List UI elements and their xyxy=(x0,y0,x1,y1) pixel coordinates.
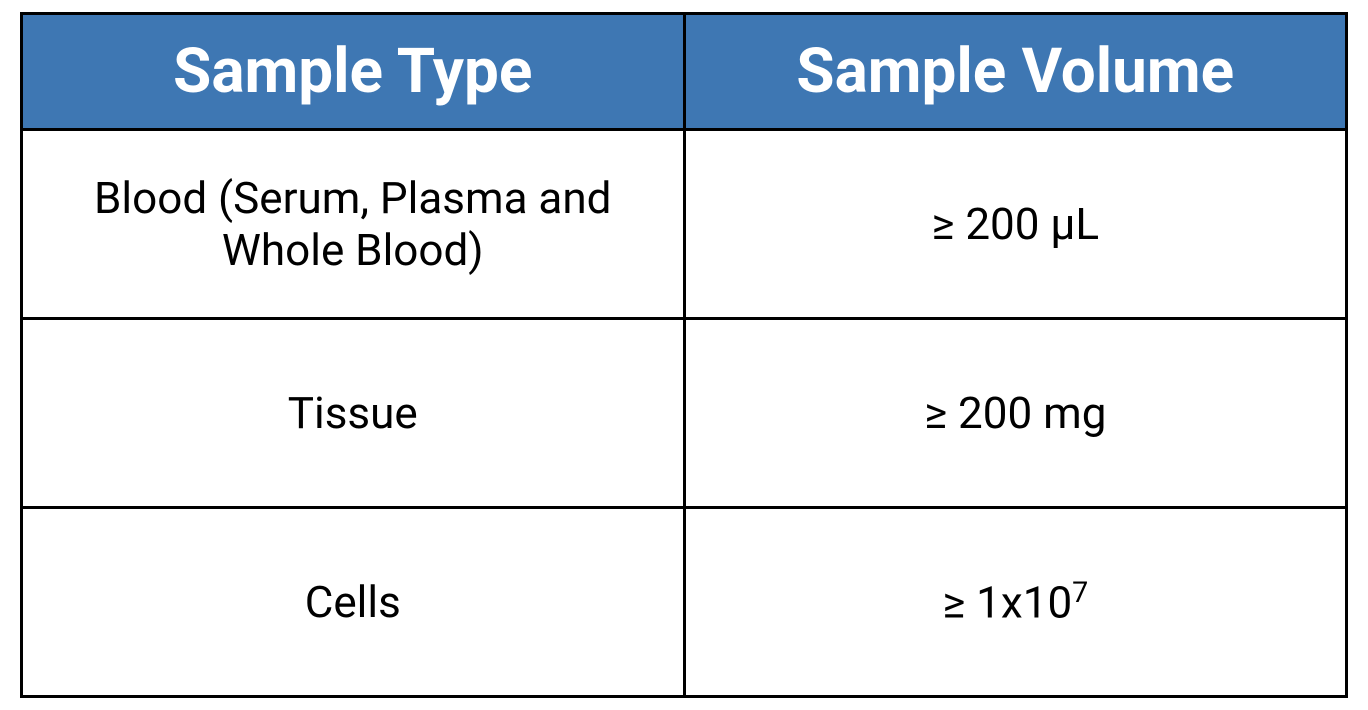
cell-sample-volume: ≥ 1x107 xyxy=(684,508,1347,697)
sample-requirements-table: Sample Type Sample Volume Blood (Serum, … xyxy=(20,12,1348,698)
cell-sample-volume: ≥ 200 μL xyxy=(684,130,1347,319)
column-header-sample-volume: Sample Volume xyxy=(684,14,1347,130)
column-header-sample-type: Sample Type xyxy=(22,14,685,130)
cell-sample-type: Tissue xyxy=(22,319,685,508)
table-row: Blood (Serum, Plasma and Whole Blood) ≥ … xyxy=(22,130,1347,319)
table-row: Tissue ≥ 200 mg xyxy=(22,319,1347,508)
table-header-row: Sample Type Sample Volume xyxy=(22,14,1347,130)
table-row: Cells ≥ 1x107 xyxy=(22,508,1347,697)
cell-sample-type: Blood (Serum, Plasma and Whole Blood) xyxy=(22,130,685,319)
cell-sample-volume: ≥ 200 mg xyxy=(684,319,1347,508)
cell-sample-type: Cells xyxy=(22,508,685,697)
table-body: Blood (Serum, Plasma and Whole Blood) ≥ … xyxy=(22,130,1347,697)
